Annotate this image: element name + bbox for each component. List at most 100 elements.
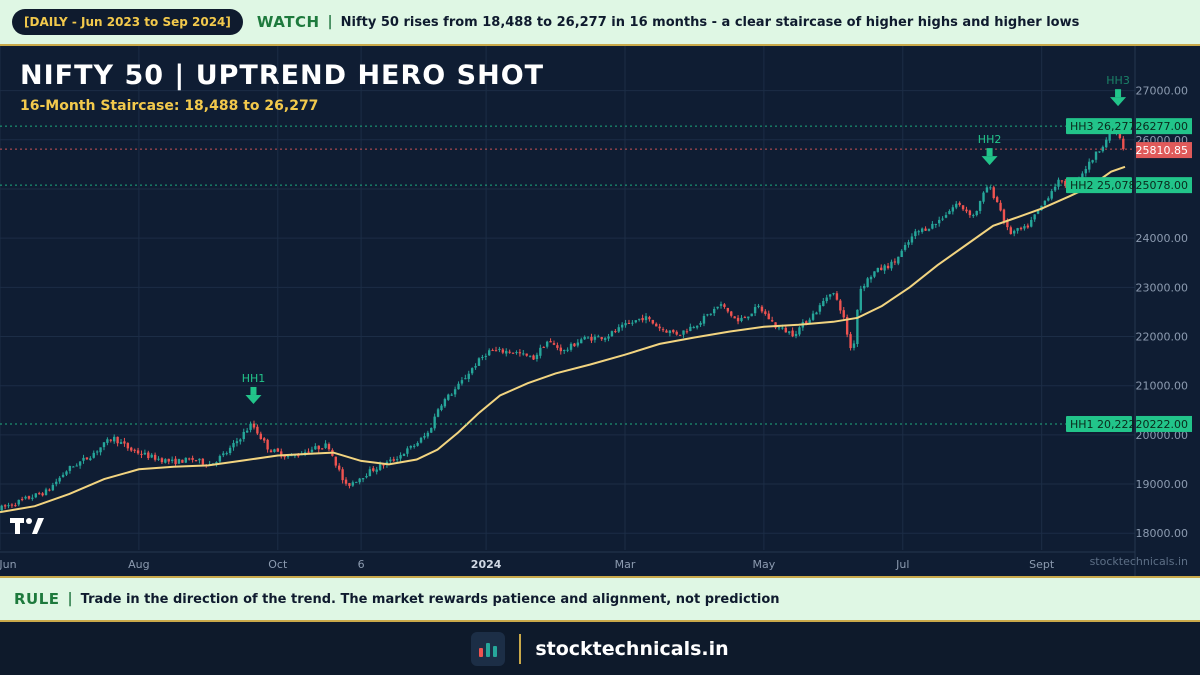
candle-body: [958, 202, 961, 205]
chart-area[interactable]: 18000.00 19000.00 20000.00 21000.00 22000.00…: [0, 46, 1200, 576]
candle-body: [450, 394, 453, 396]
price-chart[interactable]: 18000.00 19000.00 20000.00 21000.00 22000.00…: [0, 46, 1200, 576]
candle-body: [413, 445, 416, 447]
candle: [348, 482, 351, 489]
candle: [113, 434, 116, 444]
candle: [1009, 225, 1012, 235]
candle: [344, 477, 348, 486]
candle: [723, 303, 726, 309]
candle: [256, 424, 259, 436]
candle-body: [859, 288, 862, 311]
candle-body: [822, 300, 825, 307]
candle: [10, 503, 14, 508]
candle-body: [27, 496, 31, 499]
candle: [1101, 145, 1105, 153]
candle-body: [644, 316, 648, 321]
candle-body: [968, 210, 972, 216]
candle-body: [685, 331, 689, 333]
candle: [920, 227, 924, 234]
candle-body: [78, 461, 82, 466]
marker-hh2: HH2: [978, 133, 1001, 166]
candle-body: [273, 449, 276, 452]
candle: [119, 439, 123, 445]
candle-body: [201, 458, 205, 465]
candle: [430, 427, 433, 434]
candle-body: [14, 505, 17, 507]
candle: [535, 352, 539, 362]
candle-body: [252, 423, 256, 428]
candle: [1091, 159, 1094, 164]
candle-body: [965, 209, 968, 212]
candle: [788, 331, 791, 335]
x-tick-label: 6: [358, 558, 365, 571]
candle-body: [1101, 146, 1105, 152]
candle-body: [474, 366, 477, 368]
candle: [450, 393, 453, 397]
candle: [106, 437, 109, 446]
candle: [1026, 223, 1030, 229]
candle: [467, 370, 470, 383]
candle-body: [910, 236, 914, 243]
candle-body: [539, 347, 542, 356]
candle: [399, 452, 402, 462]
candle: [958, 201, 961, 207]
candle-body: [310, 449, 314, 452]
footer-site-name[interactable]: stocktechnicals.in: [535, 637, 729, 660]
candle: [709, 313, 712, 316]
axis-tag-box: [1136, 415, 1192, 432]
candle-body: [791, 330, 794, 337]
candle: [528, 355, 532, 358]
candle: [706, 313, 709, 317]
x-tick-label: Sept: [1029, 558, 1055, 571]
candle: [358, 477, 361, 485]
y-tick-label: 20000.00: [1136, 429, 1189, 442]
candle: [140, 450, 143, 459]
candle: [65, 470, 68, 477]
candle-body: [699, 322, 702, 325]
candle-body: [17, 499, 20, 505]
candle: [242, 428, 245, 442]
candle-body: [774, 322, 777, 328]
candle-body: [535, 354, 539, 360]
candle: [95, 450, 99, 456]
candle-body: [1064, 180, 1067, 187]
candle-body: [897, 256, 900, 264]
candle: [109, 438, 112, 443]
candle-body: [1108, 132, 1111, 141]
candle: [740, 315, 743, 323]
candle-body: [116, 436, 119, 444]
candle: [1019, 226, 1023, 231]
candle-body: [283, 456, 286, 458]
candle-body: [256, 426, 259, 434]
candle-body: [382, 464, 385, 466]
candle-body: [433, 416, 436, 429]
candle: [123, 437, 126, 447]
candle-body: [344, 479, 348, 484]
candle: [828, 293, 832, 300]
level-axis-tag-hh2: 25078.00: [1136, 177, 1192, 194]
candle: [948, 209, 951, 215]
candle: [1060, 180, 1064, 184]
candle-body: [961, 205, 965, 210]
candle: [419, 436, 423, 444]
last-price-text: 25810.85: [1136, 144, 1189, 157]
candle: [334, 456, 337, 468]
candle-body: [307, 451, 310, 453]
candle-body: [95, 451, 99, 453]
candle-body: [1036, 210, 1040, 214]
candle-body: [999, 202, 1002, 211]
candle: [924, 226, 927, 231]
candle-body: [1053, 186, 1057, 191]
candle-body: [297, 455, 300, 457]
candle: [508, 349, 511, 354]
candle: [634, 320, 637, 324]
candle: [457, 381, 460, 390]
candle: [532, 354, 535, 361]
marker-hh3: HH3: [1106, 74, 1130, 107]
candle-body: [164, 459, 167, 463]
candle: [934, 223, 937, 228]
candle-body: [426, 432, 430, 437]
candle: [600, 336, 603, 341]
candle: [317, 445, 320, 453]
candle-body: [839, 300, 842, 311]
